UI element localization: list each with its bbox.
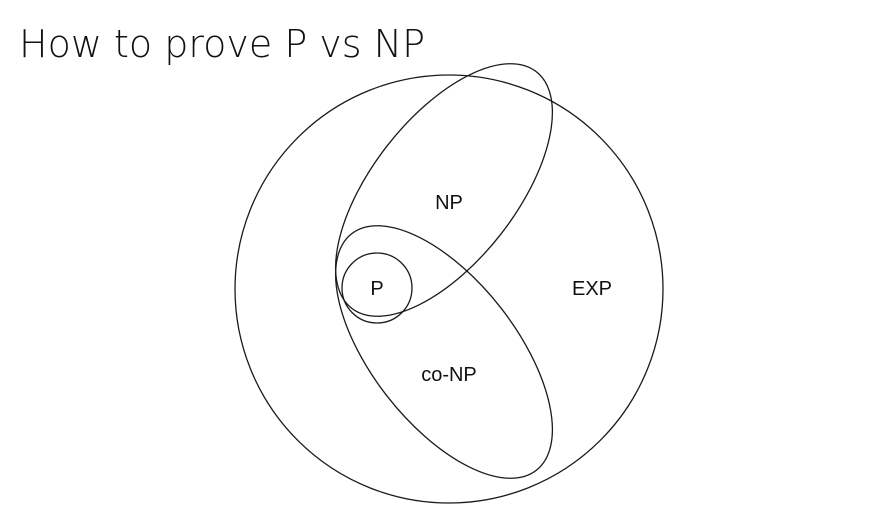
np-set-ellipse	[334, 63, 554, 317]
np-label: NP	[435, 192, 463, 214]
p-set-circle	[341, 252, 413, 324]
exp-set-circle	[234, 74, 664, 504]
co-np-set-ellipse	[334, 225, 554, 479]
exp-label: EXP	[572, 278, 612, 300]
slide-title: How to prove P vs NP	[19, 22, 426, 66]
p-label: P	[370, 278, 383, 300]
co-np-label: co-NP	[421, 364, 477, 386]
